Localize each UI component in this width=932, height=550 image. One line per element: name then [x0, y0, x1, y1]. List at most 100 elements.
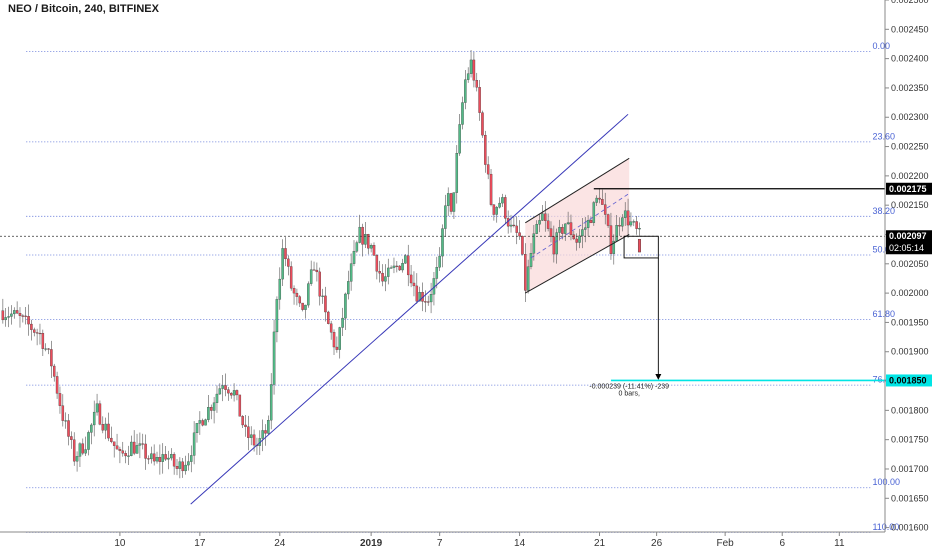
candle	[598, 188, 601, 204]
candle-body	[592, 202, 596, 223]
candle-body	[38, 332, 42, 335]
candle	[381, 264, 384, 287]
candle-body	[21, 315, 25, 317]
resistance-price-label-text: 0.002175	[889, 184, 927, 194]
candle	[409, 265, 413, 288]
candle	[535, 220, 538, 235]
candle	[212, 396, 216, 424]
candle	[295, 288, 299, 306]
candle	[367, 233, 370, 255]
fibonacci-levels: 0.00 23.60 38.20 50.00 61.80 76.40 100.00 110.0…	[26, 41, 900, 533]
candle-body	[504, 197, 507, 219]
candle	[70, 431, 73, 449]
time-tick-label: 11	[834, 538, 845, 549]
candle	[150, 446, 153, 464]
candle-body	[212, 402, 216, 411]
candle	[172, 452, 176, 475]
candle-body	[67, 420, 70, 437]
candle	[301, 302, 304, 312]
candle-body	[18, 312, 22, 316]
candle	[626, 198, 630, 238]
candle	[332, 329, 336, 356]
candle	[107, 412, 110, 442]
candle-body	[389, 267, 393, 269]
candle	[424, 290, 427, 313]
candle-body	[406, 255, 410, 276]
current-price-text: 0.002097	[889, 231, 927, 241]
candle-body	[287, 258, 290, 267]
candle-body	[444, 205, 447, 229]
candle	[132, 430, 136, 456]
candle	[24, 307, 27, 325]
target-price-label: 0.001850	[886, 374, 932, 387]
candle-body	[461, 102, 464, 125]
candle	[92, 400, 96, 437]
candle	[586, 215, 590, 236]
candle	[349, 253, 353, 291]
fib-label: 100.00	[872, 477, 900, 487]
price-tick-label: 0.002300	[891, 112, 929, 122]
candle-body	[158, 457, 162, 462]
candle	[441, 224, 444, 268]
candle-body	[30, 323, 33, 330]
candle-body	[44, 348, 47, 350]
price-tick-label: 0.001600	[891, 523, 929, 533]
price-tick-label: 0.002350	[891, 83, 929, 93]
candle-body	[629, 221, 633, 226]
candle-body	[132, 441, 136, 454]
candle-body	[201, 420, 204, 426]
candle	[72, 432, 76, 466]
candle-body	[429, 294, 433, 303]
candle	[558, 219, 561, 241]
candle-body	[544, 213, 547, 221]
candle-body	[298, 296, 302, 304]
candle	[569, 214, 573, 241]
candle-body	[392, 265, 396, 268]
candle	[121, 441, 125, 457]
candle	[609, 212, 613, 260]
candle-body	[601, 199, 604, 205]
candle	[601, 189, 604, 205]
candle	[58, 386, 62, 414]
candle-body	[75, 456, 79, 462]
candle-body	[52, 365, 56, 377]
candle	[344, 292, 347, 330]
candle	[235, 389, 239, 401]
candle-body	[372, 245, 376, 256]
candle-body	[364, 234, 367, 245]
candle-body	[441, 228, 444, 257]
time-tick-label: 14	[514, 538, 526, 549]
candle-body	[583, 227, 587, 230]
candle-body	[90, 424, 93, 433]
candle	[578, 228, 581, 249]
candle-body	[304, 304, 307, 310]
candle-body	[478, 87, 481, 113]
candle-body	[312, 269, 316, 271]
candle	[538, 213, 541, 233]
fib-label: 38.20	[872, 206, 895, 216]
candle	[324, 286, 327, 322]
candle-body	[401, 263, 404, 271]
candle-body	[524, 254, 527, 291]
candle-body	[81, 443, 85, 454]
candle	[38, 323, 42, 345]
candle	[272, 319, 276, 395]
candle-body	[147, 458, 150, 460]
candle-body	[569, 222, 573, 235]
candle	[401, 258, 404, 273]
candle	[492, 204, 496, 221]
time-tick-label: 21	[594, 538, 606, 549]
candle-body	[535, 224, 538, 234]
candle-body	[541, 213, 544, 221]
candle-body	[538, 220, 541, 225]
candle-body	[498, 202, 501, 208]
candle	[287, 255, 290, 276]
candle-body	[455, 153, 459, 193]
candle-body	[347, 281, 350, 295]
candle	[304, 304, 307, 319]
candle	[201, 418, 204, 427]
price-tick-label: 0.001900	[891, 347, 929, 357]
candle-body	[501, 197, 504, 204]
candle	[170, 448, 173, 461]
